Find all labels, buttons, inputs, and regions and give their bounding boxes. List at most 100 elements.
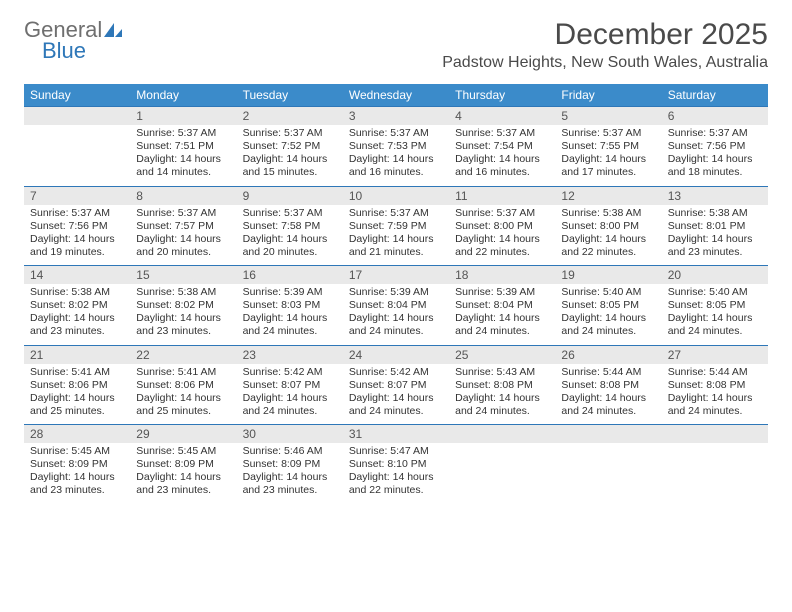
daylight-text: Daylight: 14 hours and 25 minutes. [30, 392, 124, 418]
calendar-cell: 8Sunrise: 5:37 AMSunset: 7:57 PMDaylight… [130, 186, 236, 266]
calendar-cell: 9Sunrise: 5:37 AMSunset: 7:58 PMDaylight… [237, 186, 343, 266]
day-header: Thursday [449, 84, 555, 107]
sunset-text: Sunset: 8:02 PM [30, 299, 124, 312]
calendar-cell: 6Sunrise: 5:37 AMSunset: 7:56 PMDaylight… [662, 107, 768, 187]
calendar-row: 1Sunrise: 5:37 AMSunset: 7:51 PMDaylight… [24, 107, 768, 187]
calendar-cell: 28Sunrise: 5:45 AMSunset: 8:09 PMDayligh… [24, 425, 130, 504]
calendar-cell: 29Sunrise: 5:45 AMSunset: 8:09 PMDayligh… [130, 425, 236, 504]
cell-body: Sunrise: 5:37 AMSunset: 7:59 PMDaylight:… [343, 205, 449, 266]
sunset-text: Sunset: 8:04 PM [349, 299, 443, 312]
daylight-text: Daylight: 14 hours and 24 minutes. [243, 392, 337, 418]
calendar-cell: 30Sunrise: 5:46 AMSunset: 8:09 PMDayligh… [237, 425, 343, 504]
title-block: December 2025 Padstow Heights, New South… [442, 18, 768, 72]
day-number: 7 [24, 187, 130, 205]
sunrise-text: Sunrise: 5:38 AM [30, 286, 124, 299]
calendar-page: General Blue December 2025 Padstow Heigh… [0, 0, 792, 522]
daylight-text: Daylight: 14 hours and 24 minutes. [349, 312, 443, 338]
sunset-text: Sunset: 7:52 PM [243, 140, 337, 153]
logo: General Blue [24, 18, 124, 62]
day-number [555, 425, 661, 443]
sunset-text: Sunset: 7:54 PM [455, 140, 549, 153]
day-number: 14 [24, 266, 130, 284]
day-number [449, 425, 555, 443]
calendar-table: Sunday Monday Tuesday Wednesday Thursday… [24, 84, 768, 504]
daylight-text: Daylight: 14 hours and 16 minutes. [455, 153, 549, 179]
daylight-text: Daylight: 14 hours and 24 minutes. [349, 392, 443, 418]
daylight-text: Daylight: 14 hours and 23 minutes. [668, 233, 762, 259]
day-number: 24 [343, 346, 449, 364]
header: General Blue December 2025 Padstow Heigh… [24, 18, 768, 72]
day-number: 2 [237, 107, 343, 125]
day-number: 27 [662, 346, 768, 364]
cell-body: Sunrise: 5:47 AMSunset: 8:10 PMDaylight:… [343, 443, 449, 504]
sunset-text: Sunset: 8:01 PM [668, 220, 762, 233]
daylight-text: Daylight: 14 hours and 19 minutes. [30, 233, 124, 259]
day-header: Friday [555, 84, 661, 107]
sunrise-text: Sunrise: 5:45 AM [136, 445, 230, 458]
calendar-row: 28Sunrise: 5:45 AMSunset: 8:09 PMDayligh… [24, 425, 768, 504]
sunset-text: Sunset: 7:59 PM [349, 220, 443, 233]
calendar-cell: 13Sunrise: 5:38 AMSunset: 8:01 PMDayligh… [662, 186, 768, 266]
sunrise-text: Sunrise: 5:46 AM [243, 445, 337, 458]
sunset-text: Sunset: 8:07 PM [243, 379, 337, 392]
calendar-cell: 12Sunrise: 5:38 AMSunset: 8:00 PMDayligh… [555, 186, 661, 266]
sunrise-text: Sunrise: 5:42 AM [349, 366, 443, 379]
daylight-text: Daylight: 14 hours and 18 minutes. [668, 153, 762, 179]
day-header: Sunday [24, 84, 130, 107]
sunrise-text: Sunrise: 5:37 AM [668, 127, 762, 140]
daylight-text: Daylight: 14 hours and 23 minutes. [30, 471, 124, 497]
day-header-row: Sunday Monday Tuesday Wednesday Thursday… [24, 84, 768, 107]
cell-body: Sunrise: 5:37 AMSunset: 7:58 PMDaylight:… [237, 205, 343, 266]
daylight-text: Daylight: 14 hours and 24 minutes. [561, 312, 655, 338]
day-number: 20 [662, 266, 768, 284]
daylight-text: Daylight: 14 hours and 20 minutes. [243, 233, 337, 259]
calendar-cell [24, 107, 130, 187]
sunrise-text: Sunrise: 5:37 AM [136, 127, 230, 140]
sunset-text: Sunset: 8:06 PM [30, 379, 124, 392]
day-number: 19 [555, 266, 661, 284]
daylight-text: Daylight: 14 hours and 22 minutes. [561, 233, 655, 259]
daylight-text: Daylight: 14 hours and 14 minutes. [136, 153, 230, 179]
day-number: 28 [24, 425, 130, 443]
sunset-text: Sunset: 8:04 PM [455, 299, 549, 312]
calendar-cell: 7Sunrise: 5:37 AMSunset: 7:56 PMDaylight… [24, 186, 130, 266]
day-number: 17 [343, 266, 449, 284]
cell-body: Sunrise: 5:37 AMSunset: 7:56 PMDaylight:… [662, 125, 768, 186]
daylight-text: Daylight: 14 hours and 21 minutes. [349, 233, 443, 259]
calendar-cell: 17Sunrise: 5:39 AMSunset: 8:04 PMDayligh… [343, 266, 449, 346]
sunrise-text: Sunrise: 5:37 AM [349, 127, 443, 140]
sunset-text: Sunset: 7:51 PM [136, 140, 230, 153]
calendar-cell: 15Sunrise: 5:38 AMSunset: 8:02 PMDayligh… [130, 266, 236, 346]
daylight-text: Daylight: 14 hours and 24 minutes. [668, 392, 762, 418]
sunset-text: Sunset: 8:06 PM [136, 379, 230, 392]
cell-body: Sunrise: 5:38 AMSunset: 8:01 PMDaylight:… [662, 205, 768, 266]
sunset-text: Sunset: 8:07 PM [349, 379, 443, 392]
calendar-body: 1Sunrise: 5:37 AMSunset: 7:51 PMDaylight… [24, 107, 768, 504]
sunrise-text: Sunrise: 5:44 AM [561, 366, 655, 379]
cell-body [449, 443, 555, 451]
cell-body: Sunrise: 5:37 AMSunset: 7:51 PMDaylight:… [130, 125, 236, 186]
sunrise-text: Sunrise: 5:45 AM [30, 445, 124, 458]
logo-text-block: General Blue [24, 18, 124, 62]
sunset-text: Sunset: 8:09 PM [136, 458, 230, 471]
day-number: 25 [449, 346, 555, 364]
sunset-text: Sunset: 8:00 PM [455, 220, 549, 233]
calendar-cell: 27Sunrise: 5:44 AMSunset: 8:08 PMDayligh… [662, 345, 768, 425]
calendar-cell [662, 425, 768, 504]
cell-body: Sunrise: 5:42 AMSunset: 8:07 PMDaylight:… [343, 364, 449, 425]
calendar-cell: 11Sunrise: 5:37 AMSunset: 8:00 PMDayligh… [449, 186, 555, 266]
calendar-row: 7Sunrise: 5:37 AMSunset: 7:56 PMDaylight… [24, 186, 768, 266]
sunrise-text: Sunrise: 5:42 AM [243, 366, 337, 379]
daylight-text: Daylight: 14 hours and 15 minutes. [243, 153, 337, 179]
calendar-cell: 23Sunrise: 5:42 AMSunset: 8:07 PMDayligh… [237, 345, 343, 425]
cell-body [24, 125, 130, 133]
location: Padstow Heights, New South Wales, Austra… [442, 54, 768, 72]
cell-body: Sunrise: 5:43 AMSunset: 8:08 PMDaylight:… [449, 364, 555, 425]
day-number: 29 [130, 425, 236, 443]
sunset-text: Sunset: 8:05 PM [561, 299, 655, 312]
calendar-cell: 24Sunrise: 5:42 AMSunset: 8:07 PMDayligh… [343, 345, 449, 425]
day-header: Saturday [662, 84, 768, 107]
sunrise-text: Sunrise: 5:37 AM [349, 207, 443, 220]
sunrise-text: Sunrise: 5:47 AM [349, 445, 443, 458]
sunrise-text: Sunrise: 5:43 AM [455, 366, 549, 379]
